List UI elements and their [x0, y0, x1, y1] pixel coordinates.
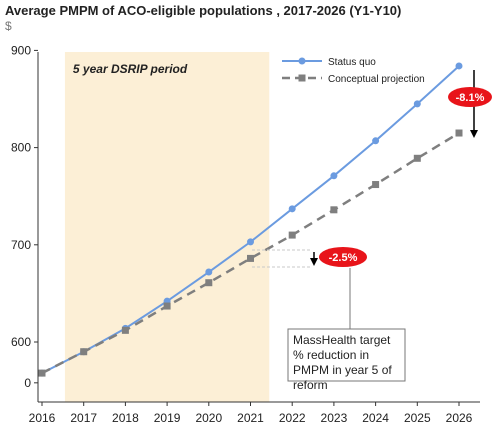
legend-status-quo-marker — [298, 57, 306, 65]
status-quo-point — [372, 137, 380, 145]
chart-title: Average PMPM of ACO-eligible populations… — [5, 3, 402, 18]
x-tick-label: 2024 — [362, 411, 389, 425]
x-tick-label: 2020 — [195, 411, 222, 425]
annotation-layer: -2.5% -8.1% MassHealth target% reduction… — [252, 70, 492, 392]
projection-point — [330, 206, 338, 214]
status-quo-point — [413, 100, 421, 108]
badge-2026 — [448, 87, 492, 107]
callout-box — [287, 328, 406, 382]
y-tick-label: 800 — [11, 141, 31, 155]
callout-text: MassHealth target% reduction in PMPM in y… — [293, 333, 392, 392]
x-tick-label: 2026 — [446, 411, 473, 425]
series-layer — [38, 62, 463, 377]
projection-point — [288, 231, 296, 239]
x-tick-label: 2021 — [237, 411, 264, 425]
x-tick-label: 2025 — [404, 411, 431, 425]
projection-line — [41, 131, 460, 375]
projection-point — [247, 254, 254, 262]
legend-projection-marker — [298, 74, 306, 82]
projection-point — [163, 302, 171, 310]
dsrip-period-band — [64, 52, 270, 402]
dsrip-period-label: 5 year DSRIP period — [73, 62, 188, 76]
legend-status-quo-label: Status quo — [328, 57, 376, 68]
y-tick-group: 0 600 700 800 900 — [11, 43, 38, 390]
y-tick-label: 600 — [11, 335, 31, 349]
x-tick-group: 2016 2017 2018 2019 2020 2021 2022 2023 2024 2025… — [29, 402, 473, 425]
status-quo-point — [247, 238, 254, 246]
badge-2021 — [319, 247, 367, 267]
y-tick-label: 0 — [24, 376, 31, 390]
x-tick-label: 2017 — [70, 411, 97, 425]
badge-2021-label: -2.5% — [329, 252, 358, 264]
status-quo-point — [205, 268, 213, 276]
callout-text-line: % reduction in — [293, 348, 369, 362]
status-quo-point — [455, 62, 463, 70]
status-quo-point — [288, 205, 296, 213]
projection-point — [455, 129, 463, 137]
projection-point — [205, 279, 213, 287]
status-quo-point — [330, 172, 338, 180]
callout-text-line: PMPM in year 5 of — [293, 363, 392, 377]
x-tick-label: 2018 — [112, 411, 139, 425]
callout-text-line: reform — [293, 378, 328, 392]
projection-point — [372, 181, 380, 189]
y-unit-label: $ — [5, 19, 12, 33]
projection-point — [121, 326, 129, 334]
x-tick-label: 2016 — [29, 411, 56, 425]
callout-text-line: MassHealth target — [293, 333, 391, 347]
x-tick-label: 2019 — [154, 411, 181, 425]
projection-point — [413, 154, 421, 162]
x-tick-label: 2022 — [279, 411, 306, 425]
y-tick-label: 900 — [11, 43, 31, 57]
projection-point — [80, 348, 88, 356]
projection-point — [38, 369, 46, 377]
legend-projection-label: Conceptual projection — [328, 74, 425, 85]
y-tick-label: 700 — [11, 238, 31, 252]
x-tick-label: 2023 — [321, 411, 348, 425]
legend: Status quo Conceptual projection — [282, 57, 425, 85]
badge-2026-label: -8.1% — [456, 92, 485, 104]
